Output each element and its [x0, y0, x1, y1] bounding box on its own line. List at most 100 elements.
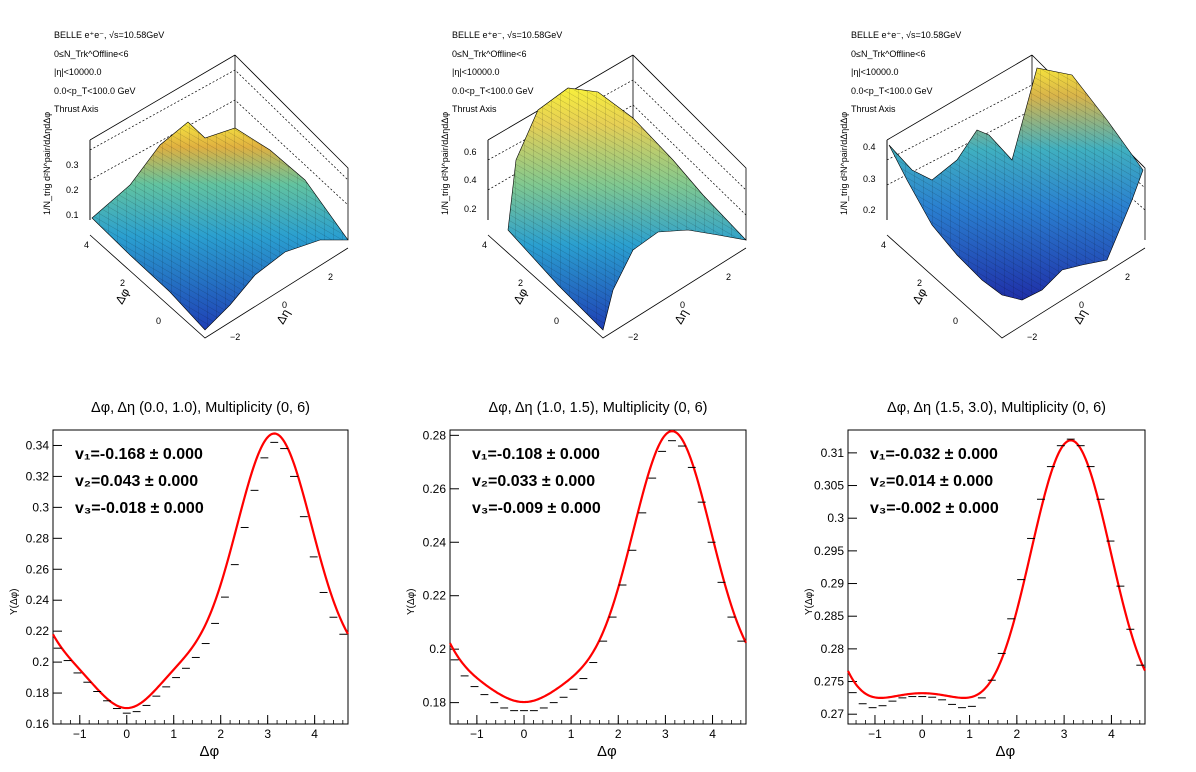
y-tick-label: 0.28 [423, 428, 447, 442]
info-line: |η|<10000.0 [54, 67, 101, 77]
box-gridlines [89, 69, 349, 206]
surface-mesh [889, 68, 1143, 300]
x-tick-label: 2 [1013, 727, 1020, 741]
x-axis-label: Δφ [199, 743, 219, 760]
y-tick-label: 0.29 [821, 577, 845, 591]
info-line: |η|<10000.0 [452, 67, 499, 77]
info-line: BELLE e⁺e⁻, √s=10.58GeV [54, 30, 164, 40]
y-tick-label: 0.22 [423, 589, 447, 603]
surface-mesh [508, 88, 746, 330]
eta-axis-label: Δη [1070, 307, 1089, 327]
y-tick-label: 0.295 [814, 544, 844, 558]
x-tick-label: 1 [966, 727, 973, 741]
z-tick-label: 0.3 [863, 174, 876, 184]
chart-title: Δφ, Δη (1.0, 1.5), Multiplicity (0, 6) [489, 400, 708, 416]
phi-tick-label: 2 [518, 278, 523, 288]
y-tick-label: 0.18 [26, 686, 50, 700]
z-tick-label: 0.2 [464, 204, 477, 214]
z-tick-label: 0.2 [863, 205, 876, 215]
info-line: 0≤N_Trk^Offline<6 [851, 49, 925, 59]
fit-result-text: v₃=-0.009 ± 0.000 [472, 500, 601, 517]
y-axis-label: Y(Δφ) [406, 589, 417, 616]
fit-curve [52, 432, 349, 710]
y-axis-label: Y(Δφ) [9, 589, 20, 616]
chart-title: Δφ, Δη (1.5, 3.0), Multiplicity (0, 6) [887, 400, 1106, 416]
surface-plot-3: BELLE e⁺e⁻, √s=10.58GeV 0≤N_Trk^Offline<… [839, 30, 1146, 342]
surface-plot-1: BELLE e⁺e⁻, √s=10.58GeV 0≤N_Trk^Offline<… [42, 30, 349, 342]
y-tick-label: 0.28 [821, 642, 845, 656]
eta-tick-label: 0 [680, 300, 685, 310]
fit-result-text: v₂=0.043 ± 0.000 [75, 473, 198, 490]
y-tick-label: 0.28 [26, 531, 50, 545]
phi-tick-label: 0 [554, 316, 559, 326]
eta-tick-label: −2 [1027, 332, 1037, 342]
y-tick-label: 0.24 [423, 535, 447, 549]
z-axis-label: 1/N_trig d²N^pair/dΔηdΔφ [42, 112, 52, 215]
y-tick-label: 0.24 [26, 593, 50, 607]
fit-result-text: v₂=0.014 ± 0.000 [870, 473, 993, 490]
phi-axis-label: Δφ [909, 286, 929, 307]
axis-line [89, 140, 349, 339]
fit-curve [449, 430, 747, 704]
plot-frame [52, 429, 349, 725]
y-tick-label: 0.27 [821, 707, 845, 721]
x-tick-label: 2 [217, 727, 224, 741]
y-tick-label: 0.26 [423, 482, 447, 496]
y-tick-label: 0.18 [423, 696, 447, 710]
x-tick-label: 4 [709, 727, 716, 741]
x-tick-label: −1 [868, 727, 882, 741]
phi-tick-label: 0 [953, 316, 958, 326]
fit-result-text: v₂=0.033 ± 0.000 [472, 473, 595, 490]
y-axis-label: Y(Δφ) [804, 589, 815, 616]
fit-result-text: v₁=-0.032 ± 0.000 [870, 446, 998, 463]
z-tick-label: 0.6 [464, 147, 477, 157]
z-tick-label: 0.3 [66, 160, 79, 170]
eta-tick-label: 2 [1125, 272, 1130, 282]
x-axis-label: Δφ [996, 743, 1016, 760]
eta-tick-label: −2 [230, 332, 240, 342]
info-line: 0.0<p_T<100.0 GeV [851, 86, 933, 96]
x-tick-label: −1 [73, 727, 87, 741]
fit-result-text: v₁=-0.168 ± 0.000 [75, 446, 203, 463]
z-axis-label: 1/N_trig d²N^pair/dΔηdΔφ [440, 112, 450, 215]
eta-tick-label: −2 [628, 332, 638, 342]
plot-frame [847, 429, 1146, 725]
surface-mesh [92, 122, 348, 330]
phi-axis-label: Δφ [510, 286, 530, 307]
axis-line [886, 140, 1146, 339]
box-frame [89, 54, 349, 240]
info-line: Thrust Axis [452, 104, 497, 114]
phi-tick-label: 0 [156, 316, 161, 326]
projection-chart-1: Δφ, Δη (0.0, 1.0), Multiplicity (0, 6) −1… [9, 400, 349, 760]
fit-result-text: v₁=-0.108 ± 0.000 [472, 446, 600, 463]
x-tick-label: 2 [615, 727, 622, 741]
info-line: 0.0<p_T<100.0 GeV [452, 86, 534, 96]
y-tick-label: 0.3 [32, 500, 49, 514]
surface-plot-2: BELLE e⁺e⁻, √s=10.58GeV 0≤N_Trk^Offline<… [440, 30, 747, 342]
y-tick-label: 0.3 [827, 511, 844, 525]
y-tick-label: 0.16 [26, 717, 50, 731]
x-tick-label: 3 [264, 727, 271, 741]
x-tick-label: 4 [1108, 727, 1115, 741]
z-tick-label: 0.1 [66, 210, 79, 220]
phi-tick-label: 4 [482, 240, 487, 250]
info-line: 0≤N_Trk^Offline<6 [54, 49, 128, 59]
x-axis-label: Δφ [597, 743, 617, 760]
y-tick-label: 0.305 [814, 479, 844, 493]
x-tick-label: 3 [1061, 727, 1068, 741]
chart-title: Δφ, Δη (0.0, 1.0), Multiplicity (0, 6) [91, 400, 310, 416]
phi-tick-label: 2 [917, 278, 922, 288]
y-tick-label: 0.2 [429, 642, 446, 656]
phi-tick-label: 4 [84, 240, 89, 250]
z-tick-label: 0.4 [863, 142, 876, 152]
y-tick-label: 0.26 [26, 562, 50, 576]
z-tick-label: 0.2 [66, 185, 79, 195]
eta-axis-label: Δη [671, 307, 690, 327]
y-tick-label: 0.22 [26, 624, 50, 638]
phi-tick-label: 4 [881, 240, 886, 250]
info-line: Thrust Axis [851, 104, 896, 114]
x-tick-label: 1 [568, 727, 575, 741]
fit-result-text: v₃=-0.018 ± 0.000 [75, 500, 204, 517]
y-tick-label: 0.2 [32, 655, 49, 669]
